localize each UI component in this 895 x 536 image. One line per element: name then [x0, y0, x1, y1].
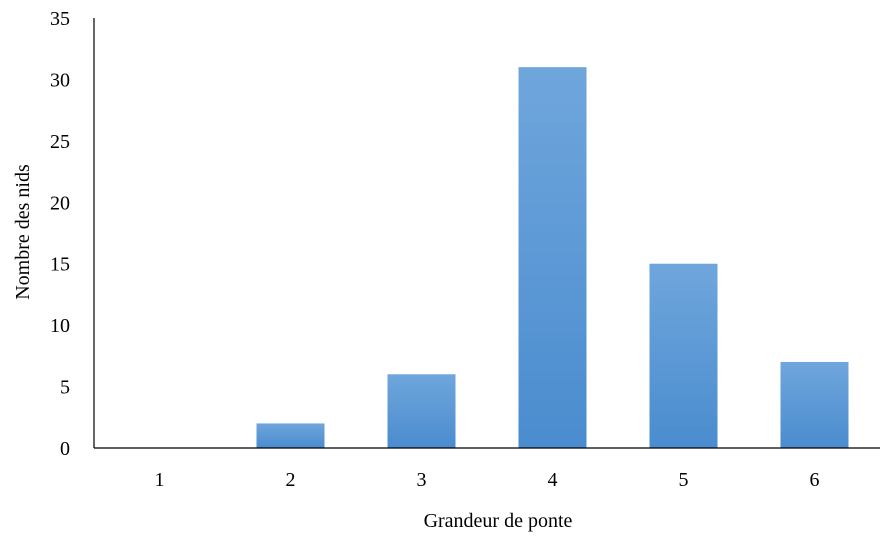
- y-tick-label: 10: [50, 315, 70, 337]
- y-tick-label: 30: [50, 69, 70, 91]
- x-tick-label: 2: [286, 469, 296, 491]
- y-axis-title: Nombre des nids: [12, 164, 34, 300]
- x-tick-labels: 1 2 3 4 5 6: [155, 469, 820, 491]
- x-tick-label: 4: [548, 469, 558, 491]
- y-tick-label: 15: [50, 254, 70, 276]
- bar: [518, 67, 587, 449]
- y-tick-label: 20: [50, 192, 70, 214]
- y-tick-labels: 0 5 10 15 20 25 30 35: [50, 8, 70, 460]
- bars-group: [256, 67, 849, 449]
- x-tick-label: 5: [679, 469, 689, 491]
- y-tick-label: 0: [60, 438, 70, 460]
- bar: [780, 362, 849, 448]
- y-tick-label: 35: [50, 8, 70, 30]
- y-tick-label: 25: [50, 131, 70, 153]
- x-tick-label: 3: [417, 469, 427, 491]
- x-tick-label: 6: [810, 469, 820, 491]
- y-tick-label: 5: [60, 377, 70, 399]
- bar: [387, 374, 456, 448]
- bar: [256, 423, 325, 448]
- bar: [649, 263, 718, 448]
- x-axis-title: Grandeur de ponte: [424, 510, 573, 532]
- x-tick-label: 1: [155, 469, 165, 491]
